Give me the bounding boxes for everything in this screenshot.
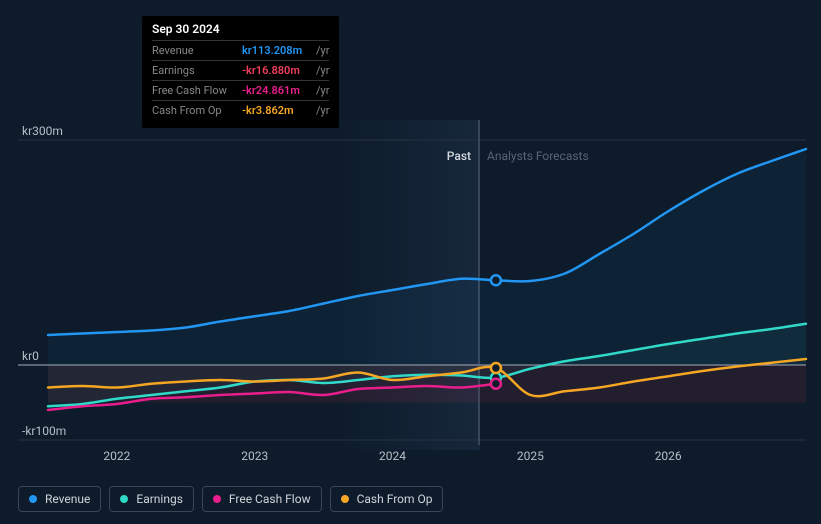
y-axis-label: -kr100m xyxy=(22,424,66,438)
tooltip-date: Sep 30 2024 xyxy=(152,22,329,40)
tooltip-row: Revenuekr113.208m/yr xyxy=(152,40,329,60)
tooltip-label: Cash From Op xyxy=(152,104,242,117)
chart-legend: Revenue Earnings Free Cash Flow Cash From O… xyxy=(18,486,443,512)
legend-item[interactable]: Revenue xyxy=(18,486,101,512)
tooltip-value: -kr16.880m xyxy=(242,64,312,77)
legend-item[interactable]: Earnings xyxy=(109,486,194,512)
legend-swatch xyxy=(120,495,128,503)
legend-item[interactable]: Cash From Op xyxy=(330,486,444,512)
tooltip-row: Free Cash Flow-kr24.861m/yr xyxy=(152,80,329,100)
tooltip-label: Free Cash Flow xyxy=(152,84,242,97)
tooltip-value: kr113.208m xyxy=(242,44,312,57)
chart-tooltip: Sep 30 2024 Revenuekr113.208m/yrEarnings… xyxy=(142,16,339,128)
legend-swatch xyxy=(341,495,349,503)
tooltip-row: Cash From Op-kr3.862m/yr xyxy=(152,100,329,120)
chart-container: kr300m kr0 -kr100m 2022 2023 2024 2025 2026 Past… xyxy=(0,0,821,524)
legend-label: Cash From Op xyxy=(357,492,433,506)
x-axis-label: 2026 xyxy=(655,449,682,463)
tooltip-value: -kr3.862m xyxy=(242,104,312,117)
legend-label: Free Cash Flow xyxy=(229,492,311,506)
legend-label: Earnings xyxy=(136,492,183,506)
tooltip-suffix: /yr xyxy=(316,84,329,97)
x-axis-label: 2023 xyxy=(241,449,268,463)
tooltip-row: Earnings-kr16.880m/yr xyxy=(152,60,329,80)
x-axis-label: 2022 xyxy=(103,449,130,463)
tooltip-suffix: /yr xyxy=(316,44,329,57)
legend-swatch xyxy=(213,495,221,503)
line-chart: kr300m kr0 -kr100m 2022 2023 2024 2025 2026 Past… xyxy=(0,0,821,480)
y-axis-label: kr300m xyxy=(22,124,63,138)
tooltip-value: -kr24.861m xyxy=(242,84,312,97)
legend-label: Revenue xyxy=(45,492,90,506)
legend-item[interactable]: Free Cash Flow xyxy=(202,486,322,512)
y-axis-label: kr0 xyxy=(22,349,39,363)
legend-swatch xyxy=(29,495,37,503)
x-axis-label: 2024 xyxy=(379,449,406,463)
period-label-forecast: Analysts Forecasts xyxy=(487,149,589,163)
tooltip-suffix: /yr xyxy=(316,64,329,77)
tooltip-label: Revenue xyxy=(152,44,242,57)
tooltip-label: Earnings xyxy=(152,64,242,77)
period-label-past: Past xyxy=(447,149,471,163)
x-axis-label: 2025 xyxy=(517,449,544,463)
tooltip-suffix: /yr xyxy=(316,104,329,117)
